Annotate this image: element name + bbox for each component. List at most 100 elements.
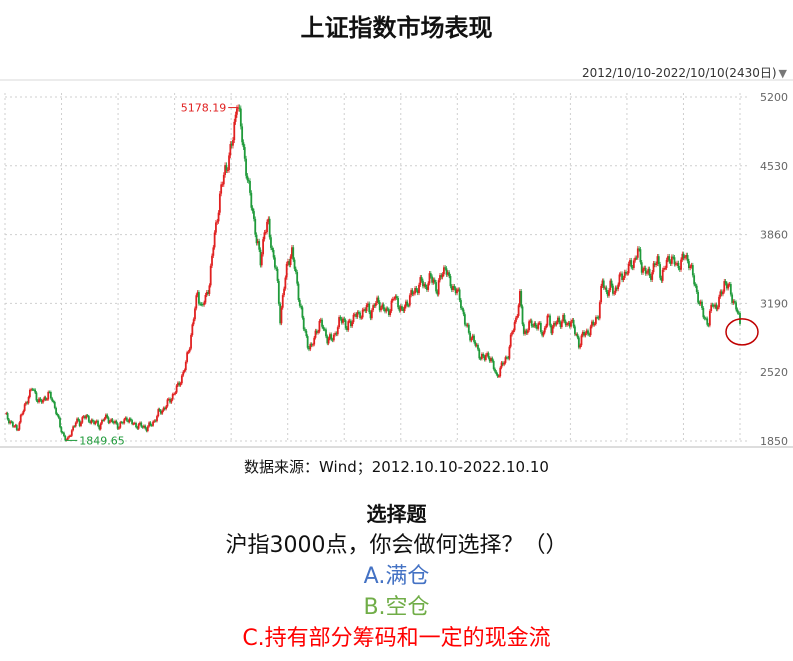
candle-body — [198, 292, 200, 304]
candle-body — [77, 418, 80, 421]
candle-body — [220, 184, 223, 194]
candle-body — [52, 400, 55, 402]
candle-body — [224, 165, 227, 175]
candle-body — [445, 268, 448, 275]
y-axis: 5200 4530 3860 3190 2520 1850 — [760, 91, 788, 448]
candle-body — [342, 318, 344, 323]
candle-body — [650, 275, 652, 280]
candle-body — [627, 263, 630, 274]
candle-body — [601, 280, 604, 286]
candle-body — [596, 317, 599, 319]
candle-body — [545, 325, 547, 328]
candle-body — [347, 321, 350, 331]
option-c[interactable]: C.持有部分筹码和一定的现金流 — [242, 626, 551, 651]
candle-body — [488, 357, 491, 362]
candle-body — [422, 280, 424, 287]
candle-body — [123, 419, 126, 424]
candle-body — [643, 267, 646, 269]
candle-body — [613, 292, 616, 294]
candle-body — [137, 424, 140, 429]
candle-body — [111, 419, 114, 423]
candle-body — [262, 239, 265, 255]
candle-body — [712, 305, 715, 307]
candle-body — [349, 320, 352, 327]
candle-body — [17, 429, 20, 431]
candle-body — [674, 263, 677, 265]
candle-body — [425, 286, 428, 290]
candle-body — [553, 322, 555, 327]
candle-body — [465, 324, 468, 326]
candle-body — [735, 302, 737, 310]
candle-body — [59, 417, 61, 428]
candle-body — [732, 301, 735, 303]
candle-body — [184, 361, 187, 371]
candle-body — [719, 291, 722, 297]
candle-body — [446, 272, 449, 275]
candle-body — [294, 268, 297, 273]
candle-body — [542, 332, 545, 336]
candle-body — [634, 257, 637, 261]
candle-body — [585, 330, 588, 334]
candle-body — [283, 288, 285, 296]
date-range-label: 2012/10/10-2022/10/10(2430日) — [581, 66, 777, 80]
candle-body — [507, 357, 510, 359]
candle-body — [313, 337, 316, 345]
candle-body — [461, 308, 464, 310]
candle-body — [598, 302, 601, 319]
candle-body — [98, 426, 101, 430]
candle-body — [560, 321, 563, 327]
candle-body — [572, 319, 575, 327]
candle-body — [660, 277, 663, 281]
candle-body — [443, 267, 445, 275]
candle-body — [657, 256, 660, 265]
candle-body — [251, 207, 254, 212]
candle-body — [423, 284, 426, 287]
candle-body — [429, 273, 432, 277]
candle-body — [549, 315, 551, 326]
candle-body — [623, 271, 626, 278]
candle-body — [305, 330, 308, 337]
candle-body — [141, 426, 144, 428]
candle-body — [395, 296, 398, 299]
candle-body — [629, 260, 631, 264]
candle-body — [512, 330, 515, 333]
candle-body — [89, 421, 92, 424]
candle-body — [630, 260, 633, 268]
candle-body — [600, 285, 603, 303]
candle-body — [668, 256, 671, 262]
chevron-down-icon[interactable]: ▼ — [778, 67, 787, 80]
candle-body — [154, 420, 157, 422]
candle-body — [736, 309, 739, 313]
candle-body — [431, 276, 434, 283]
candle-body — [467, 324, 470, 333]
candle-body — [550, 325, 553, 334]
candle-body — [258, 241, 261, 250]
candle-body — [353, 314, 356, 316]
candle-body — [114, 420, 116, 424]
candle-body — [104, 414, 107, 419]
candle-body — [503, 362, 506, 365]
candle-body — [129, 418, 132, 421]
candle-body — [677, 262, 680, 269]
candle-body — [589, 326, 592, 336]
candle-body — [543, 327, 546, 333]
candle-body — [415, 288, 418, 291]
candle-body — [393, 298, 396, 300]
candle-body — [530, 320, 533, 326]
option-b[interactable]: B.空仓 — [363, 595, 430, 620]
candle-body — [171, 394, 174, 400]
candle-body — [271, 247, 274, 250]
date-range-selector[interactable]: 2012/10/10-2022/10/10(2430日) ▼ — [582, 64, 787, 81]
candle-body — [460, 300, 462, 309]
candle-body — [268, 218, 271, 238]
option-a[interactable]: A.满仓 — [363, 564, 430, 589]
candle-body — [35, 392, 38, 401]
candle-body — [518, 291, 521, 306]
candle-body — [351, 322, 354, 327]
candle-body — [281, 295, 284, 308]
y-tick-label: 3190 — [760, 297, 788, 310]
candle-body — [495, 371, 498, 375]
candle-body — [95, 420, 98, 422]
candle-body — [536, 326, 538, 329]
candle-body — [187, 351, 190, 353]
